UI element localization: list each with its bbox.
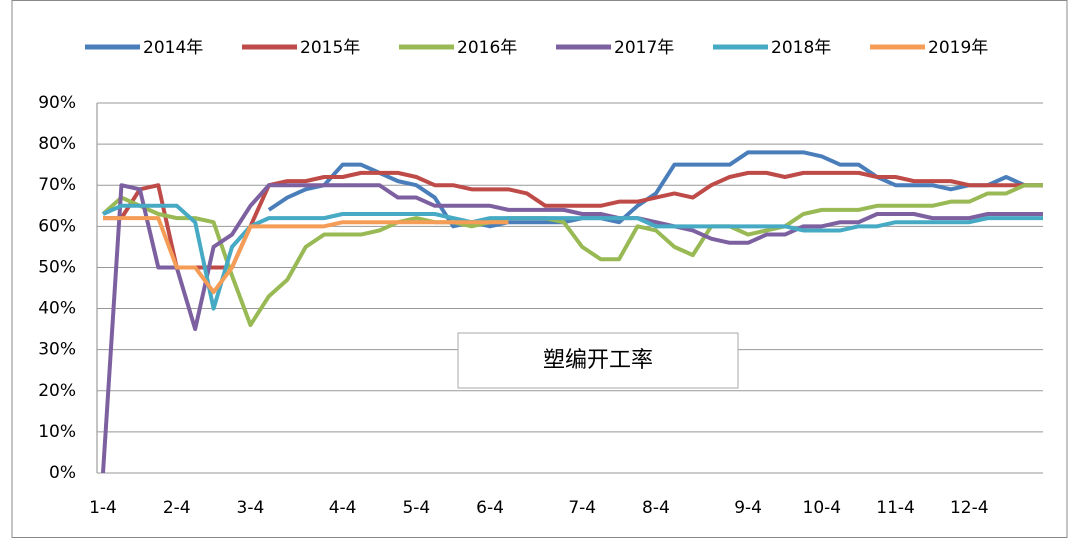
legend-label: 2018年 [771, 38, 831, 58]
legend-label: 2015年 [300, 38, 360, 58]
series-line [103, 216, 509, 295]
y-tick-label: 30% [38, 340, 76, 360]
y-tick-label: 20% [38, 381, 76, 401]
legend-label: 2016年 [457, 38, 517, 58]
y-tick-label: 40% [38, 299, 76, 319]
series-line [103, 170, 1043, 270]
x-tick-label: 8-4 [642, 498, 670, 518]
x-tick-label: 7-4 [568, 498, 596, 518]
y-tick-label: 10% [38, 422, 76, 442]
annotation: 塑编开工率 [543, 348, 653, 373]
x-tick-label: 11-4 [876, 498, 915, 518]
series-line [102, 203, 1043, 311]
legend-label: 2014年 [143, 38, 203, 58]
series-line [101, 183, 1043, 327]
x-tick-label: 5-4 [402, 498, 430, 518]
y-tick-label: 80% [38, 134, 76, 154]
x-tick-label: 9-4 [734, 498, 762, 518]
series-line [101, 183, 1043, 474]
x-tick-label: 1-4 [89, 498, 117, 518]
series-line [267, 150, 1043, 229]
y-tick-label: 90% [38, 93, 76, 113]
legend-label: 2019年 [928, 38, 988, 58]
x-tick-label: 4-4 [329, 498, 357, 518]
legend-label: 2017年 [614, 38, 674, 58]
x-tick-label: 2-4 [163, 498, 191, 518]
y-tick-label: 50% [38, 257, 76, 277]
x-tick-label: 6-4 [476, 498, 504, 518]
y-tick-label: 70% [38, 175, 76, 195]
x-tick-label: 12-4 [950, 498, 989, 518]
y-tick-label: 0% [49, 463, 76, 483]
x-tick-label: 3-4 [237, 498, 265, 518]
annotation-box [457, 332, 739, 389]
y-tick-label: 60% [38, 216, 76, 236]
x-tick-label: 10-4 [803, 498, 842, 518]
